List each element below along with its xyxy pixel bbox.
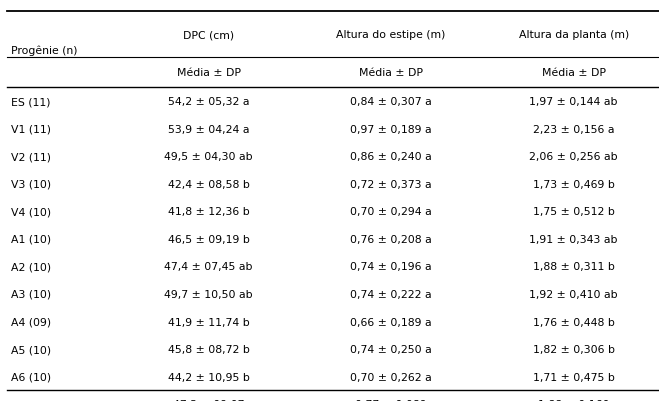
Text: Altura da planta (m): Altura da planta (m): [519, 30, 629, 40]
Text: 45,8 ± 08,72 b: 45,8 ± 08,72 b: [167, 344, 250, 354]
Text: 1,88 ± 0,311 b: 1,88 ± 0,311 b: [532, 262, 615, 272]
Text: 0,86 ± 0,240 a: 0,86 ± 0,240 a: [350, 152, 432, 162]
Text: 1,73 ± 0,469 b: 1,73 ± 0,469 b: [532, 179, 615, 189]
Text: 1,71 ± 0,475 b: 1,71 ± 0,475 b: [532, 372, 615, 382]
Text: 42,4 ± 08,58 b: 42,4 ± 08,58 b: [167, 179, 250, 189]
Text: 47,4 ± 07,45 ab: 47,4 ± 07,45 ab: [164, 262, 253, 272]
Text: 0,70 ± 0,294 a: 0,70 ± 0,294 a: [350, 207, 432, 217]
Text: 41,9 ± 11,74 b: 41,9 ± 11,74 b: [167, 317, 250, 327]
Text: 0,72 ± 0,373 a: 0,72 ± 0,373 a: [351, 179, 432, 189]
Text: ES (11): ES (11): [11, 97, 50, 107]
Text: A4 (09): A4 (09): [11, 317, 51, 327]
Text: 1,91 ± 0,343 ab: 1,91 ± 0,343 ab: [529, 234, 618, 244]
Text: 0,74 ± 0,196 a: 0,74 ± 0,196 a: [351, 262, 432, 272]
Text: 0,74 ± 0,250 a: 0,74 ± 0,250 a: [350, 344, 432, 354]
Text: A1 (10): A1 (10): [11, 234, 51, 244]
Text: A5 (10): A5 (10): [11, 344, 51, 354]
Text: Média ± DP: Média ± DP: [177, 68, 241, 78]
Text: Altura do estipe (m): Altura do estipe (m): [337, 30, 445, 40]
Text: V2 (11): V2 (11): [11, 152, 51, 162]
Text: A2 (10): A2 (10): [11, 262, 51, 272]
Text: 44,2 ± 10,95 b: 44,2 ± 10,95 b: [167, 372, 250, 382]
Text: 1,92 ± 0,410 ab: 1,92 ± 0,410 ab: [529, 289, 618, 299]
Text: V4 (10): V4 (10): [11, 207, 51, 217]
Text: 49,5 ± 04,30 ab: 49,5 ± 04,30 ab: [164, 152, 253, 162]
Text: 0,66 ± 0,189 a: 0,66 ± 0,189 a: [351, 317, 432, 327]
Text: V3 (10): V3 (10): [11, 179, 51, 189]
Text: Progênie (n): Progênie (n): [11, 45, 77, 55]
Text: 1,88 ± 0,160: 1,88 ± 0,160: [538, 399, 610, 401]
Text: 0,70 ± 0,262 a: 0,70 ± 0,262 a: [350, 372, 432, 382]
Text: 49,7 ± 10,50 ab: 49,7 ± 10,50 ab: [164, 289, 253, 299]
Text: 1,76 ± 0,448 b: 1,76 ± 0,448 b: [532, 317, 615, 327]
Text: 41,8 ± 12,36 b: 41,8 ± 12,36 b: [167, 207, 250, 217]
Text: DPC (cm): DPC (cm): [183, 30, 234, 40]
Text: A6 (10): A6 (10): [11, 372, 51, 382]
Text: 53,9 ± 04,24 a: 53,9 ± 04,24 a: [168, 124, 249, 134]
Text: 47,3 ± 09,07: 47,3 ± 09,07: [173, 399, 244, 401]
Text: 2,23 ± 0,156 a: 2,23 ± 0,156 a: [533, 124, 614, 134]
Text: 2,06 ± 0,256 ab: 2,06 ± 0,256 ab: [529, 152, 618, 162]
Text: 1,75 ± 0,512 b: 1,75 ± 0,512 b: [532, 207, 615, 217]
Text: Total (112): Total (112): [11, 399, 69, 401]
Text: 0,74 ± 0,222 a: 0,74 ± 0,222 a: [351, 289, 432, 299]
Text: Média ± DP: Média ± DP: [359, 68, 423, 78]
Text: 0,77 ± 0,089: 0,77 ± 0,089: [355, 399, 427, 401]
Text: 54,2 ± 05,32 a: 54,2 ± 05,32 a: [168, 97, 249, 107]
Text: 0,84 ± 0,307 a: 0,84 ± 0,307 a: [350, 97, 432, 107]
Text: 1,82 ± 0,306 b: 1,82 ± 0,306 b: [532, 344, 615, 354]
Text: A3 (10): A3 (10): [11, 289, 51, 299]
Text: 1,97 ± 0,144 ab: 1,97 ± 0,144 ab: [529, 97, 618, 107]
Text: 0,97 ± 0,189 a: 0,97 ± 0,189 a: [351, 124, 432, 134]
Text: Média ± DP: Média ± DP: [542, 68, 606, 78]
Text: 0,76 ± 0,208 a: 0,76 ± 0,208 a: [350, 234, 432, 244]
Text: 46,5 ± 09,19 b: 46,5 ± 09,19 b: [167, 234, 250, 244]
Text: V1 (11): V1 (11): [11, 124, 51, 134]
